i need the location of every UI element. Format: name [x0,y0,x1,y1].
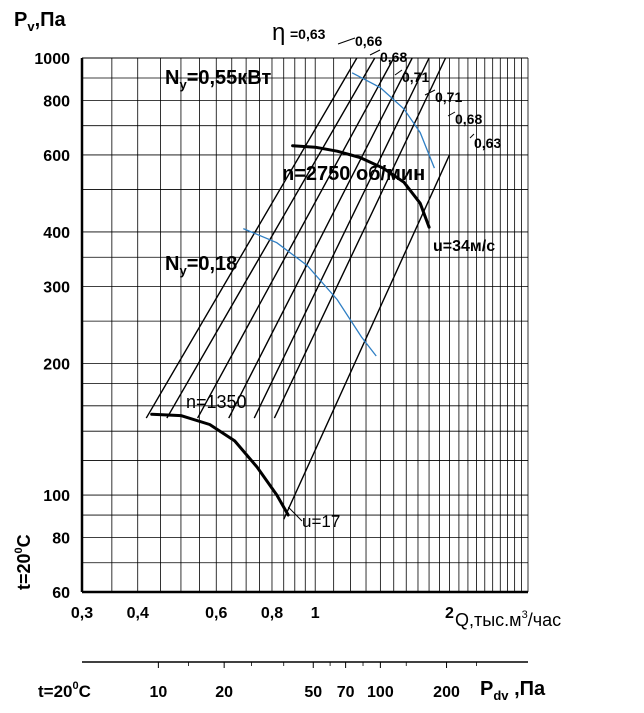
temperature-label-sup: 0 [13,547,25,553]
dyn-axis-tick-label: 20 [215,684,233,701]
power-curve-2 [243,228,377,357]
y-tick-label: 1000 [34,51,70,68]
temperature-label-unit: С [14,534,34,547]
y-tick-label: 200 [43,356,70,373]
power-label-055-sub: y [179,77,187,92]
dyn-axis-tick-label: 50 [304,684,322,701]
efficiency-leader [469,133,475,139]
x-tick-label: 0,3 [71,605,93,622]
dyn-axis-title-sub: dv [493,688,509,703]
dyn-axis-title-main: P [480,678,493,700]
y-tick-label: 600 [43,148,70,165]
velocity-label-34: u=34м/с [433,238,495,255]
text-layer: Pv,Па t=200С Q,тыс.м3/час η =0,63 0,66 0… [13,9,561,703]
speed-label-2750: n=2750 об/мин [282,163,425,185]
dyn-axis-tick-label: 70 [337,684,355,701]
efficiency-label-5: 0,71 [435,89,462,105]
y-tick-label: 60 [52,585,70,602]
power-label-018-sub: y [179,263,187,278]
dyn-axis-prefix-unit: С [79,682,91,701]
efficiency-line-6 [273,57,447,419]
y-tick-label: 400 [43,225,70,242]
velocity-leader-17 [287,506,303,522]
x-tick-label: 0,8 [261,605,283,622]
efficiency-leader [424,89,436,96]
velocity-label-17: u=17 [302,512,340,531]
x-axis-title-main: Q,тыс.м [455,610,522,630]
efficiency-leader [337,37,356,45]
efficiency-line-7 [283,154,451,520]
tick-labels: 0,3 0,4 0,6 0,8 1 260801002003004006008001000… [34,51,528,701]
efficiency-line-3 [197,57,395,419]
speed-label-1350: n=1350 [186,392,247,412]
dyn-axis-prefix-sup: 0 [73,680,79,692]
dyn-axis-title: Pdv ,Па [480,678,546,703]
axis-frame [80,57,528,594]
temperature-label-main: t=20 [14,553,34,590]
efficiency-label-6: 0,68 [455,111,482,127]
speed-curve-2 [291,144,431,229]
efficiency-label-7: 0,63 [474,135,501,151]
y-tick-label: 80 [52,530,70,547]
x-tick-label: 0,4 [127,605,149,622]
efficiency-label-3: 0,68 [380,49,407,65]
efficiency-label-4: 0,71 [402,69,429,85]
x-tick-label: 2 [445,605,454,622]
dyn-axis-tick-label: 200 [433,684,460,701]
dyn-axis-prefix: t=200С [38,680,91,701]
efficiency-line-4 [228,57,413,419]
efficiency-leader [369,49,381,56]
efficiency-symbol: η [272,19,285,46]
x-tick-label: 0,6 [205,605,227,622]
y-axis-title-sub: v [27,19,35,34]
y-tick-label: 300 [43,280,70,297]
power-label-055: Ny=0,55кВт [165,67,271,92]
power-label-055-main: N [165,67,179,89]
dyn-axis-tick-label: 10 [149,684,167,701]
efficiency-line-2 [166,57,376,419]
power-label-055-value: =0,55кВт [187,67,272,89]
x-axis-title-sup: 3 [522,609,528,621]
efficiency-leader [447,111,456,117]
efficiency-line-5 [253,57,430,419]
efficiency-leader [394,69,403,76]
power-label-018: Ny=0,18 [165,253,237,278]
y-tick-label: 100 [43,488,70,505]
x-axis-title: Q,тыс.м3/час [455,609,561,630]
y-tick-label: 800 [43,93,70,110]
y-axis-title-unit: ,Па [35,9,67,31]
power-curve-1 [351,72,436,169]
x-axis-title-unit: /час [528,610,561,630]
curve-layer [145,37,475,522]
efficiency-label-2: 0,66 [355,33,382,49]
y-axis-title: Pv,Па [14,9,67,34]
dyn-axis-title-unit: ,Па [509,678,546,700]
temperature-label: t=200С [13,534,34,590]
dyn-axis-prefix-main: t=20 [38,682,73,701]
power-label-018-main: N [165,253,179,275]
y-axis-title-main: P [14,9,27,31]
x-tick-label: 1 [311,605,320,622]
efficiency-line-1 [145,57,358,419]
power-label-018-value: =0,18 [187,253,238,275]
dyn-axis-tick-label: 100 [367,684,394,701]
speed-curve-1 [150,412,290,517]
efficiency-label-1: =0,63 [290,26,326,42]
grid-lines [81,57,529,593]
